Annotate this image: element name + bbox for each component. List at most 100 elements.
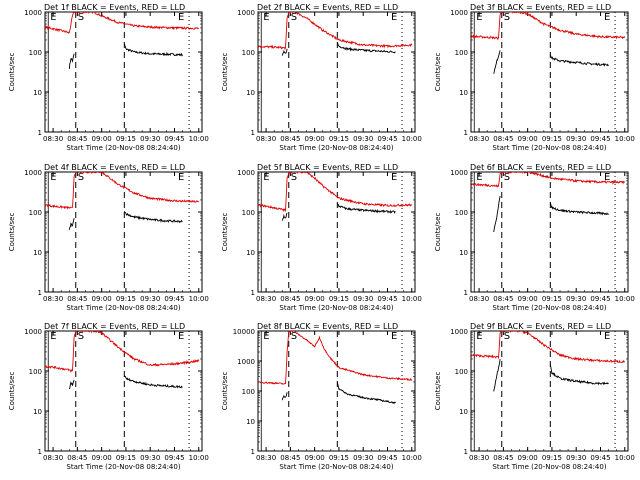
x-tick-label: 09:00 xyxy=(92,295,112,303)
x-tick-label: 08:30 xyxy=(469,295,489,303)
marker-e-end: E xyxy=(391,172,397,183)
plot-frame xyxy=(470,330,629,452)
plot-frame xyxy=(44,330,203,452)
y-tick-label: 100 xyxy=(455,368,468,376)
marker-e-start: E xyxy=(263,12,269,23)
x-tick-label: 09:15 xyxy=(116,135,136,143)
x-tick-label: 09:45 xyxy=(590,454,610,462)
y-tick-label: 10 xyxy=(459,249,468,257)
x-tick-label: 08:30 xyxy=(256,454,276,462)
x-tick-label: 09:30 xyxy=(353,454,373,462)
plot-frame xyxy=(470,171,629,293)
panel-4: Det 4f BLACK = Events, RED = LLD 1 10 100 10… xyxy=(8,163,209,312)
x-tick-label: 09:15 xyxy=(542,295,562,303)
marker-e-end: E xyxy=(391,12,397,23)
y-tick-label: 1000 xyxy=(24,9,42,17)
x-axis-label: Start Time (20-Nov-08 08:24:40) xyxy=(66,144,180,152)
panel-title: Det 6f BLACK = Events, RED = LLD xyxy=(470,163,611,172)
y-tick-label: 1000 xyxy=(24,328,42,336)
series-lld-line xyxy=(471,331,625,364)
x-tick-label: 09:00 xyxy=(92,454,112,462)
marker-s: S xyxy=(291,12,297,23)
x-axis-label: Start Time (20-Nov-08 08:24:40) xyxy=(66,304,180,312)
panel-title: Det 5f BLACK = Events, RED = LLD xyxy=(257,163,398,172)
y-tick-label: 1 xyxy=(38,448,42,456)
panel-title: Det 8f BLACK = Events, RED = LLD xyxy=(257,322,398,331)
y-tick-label: 10 xyxy=(33,249,42,257)
marker-e-start: E xyxy=(476,12,482,23)
marker-e-end: E xyxy=(604,172,610,183)
series-events-line xyxy=(281,212,288,221)
y-tick-label: 1000 xyxy=(24,169,42,177)
x-tick-label: 09:15 xyxy=(116,295,136,303)
y-tick-label: 100 xyxy=(455,209,468,217)
marker-e-start: E xyxy=(50,331,56,342)
x-tick-label: 09:00 xyxy=(305,454,325,462)
series-lld-line xyxy=(471,172,626,188)
x-tick-label: 10:00 xyxy=(615,454,635,462)
y-axis-label: Counts/sec xyxy=(221,213,229,252)
y-tick-label: 100 xyxy=(455,49,468,57)
panel-title: Det 7f BLACK = Events, RED = LLD xyxy=(44,322,185,331)
y-tick-label: 100 xyxy=(29,49,42,57)
y-tick-label: 1000 xyxy=(237,169,255,177)
marker-s: S xyxy=(504,331,510,342)
series-events-line xyxy=(549,54,609,67)
y-tick-label: 10 xyxy=(459,408,468,416)
x-tick-label: 08:30 xyxy=(469,135,489,143)
x-axis-label: Start Time (20-Nov-08 08:24:40) xyxy=(66,463,180,471)
marker-s: S xyxy=(504,172,510,183)
panel-5: Det 5f BLACK = Events, RED = LLD 1 10 100 10… xyxy=(221,163,422,312)
series-events-line xyxy=(123,211,183,224)
y-tick-label: 100 xyxy=(242,49,255,57)
series-events-line xyxy=(549,202,609,216)
x-tick-label: 10:00 xyxy=(402,135,422,143)
x-tick-label: 09:45 xyxy=(164,454,184,462)
x-tick-label: 09:30 xyxy=(353,135,373,143)
x-axis-label: Start Time (20-Nov-08 08:24:40) xyxy=(492,304,606,312)
x-tick-label: 09:15 xyxy=(116,454,136,462)
y-tick-label: 10 xyxy=(33,89,42,97)
x-tick-label: 09:00 xyxy=(518,135,538,143)
y-tick-label: 1 xyxy=(251,289,255,297)
y-tick-label: 10000 xyxy=(233,328,255,336)
marker-e-end: E xyxy=(604,12,610,23)
x-tick-label: 09:45 xyxy=(377,135,397,143)
x-tick-label: 08:45 xyxy=(67,295,87,303)
x-tick-label: 09:45 xyxy=(590,295,610,303)
marker-e-start: E xyxy=(50,12,56,23)
series-lld-line xyxy=(258,12,413,51)
x-tick-label: 10:00 xyxy=(615,295,635,303)
x-tick-label: 09:45 xyxy=(164,135,184,143)
y-axis-label: Counts/sec xyxy=(434,213,442,252)
x-tick-label: 08:30 xyxy=(43,295,63,303)
marker-s: S xyxy=(78,12,84,23)
y-tick-label: 100 xyxy=(29,368,42,376)
plot-frame xyxy=(44,11,203,133)
x-tick-label: 08:30 xyxy=(256,295,276,303)
panel-7: Det 7f BLACK = Events, RED = LLD 1 10 100 10… xyxy=(8,322,209,471)
marker-e-end: E xyxy=(178,331,184,342)
x-tick-label: 09:45 xyxy=(377,295,397,303)
x-tick-label: 10:00 xyxy=(615,135,635,143)
series-events-line xyxy=(68,53,75,69)
x-tick-label: 09:30 xyxy=(566,295,586,303)
y-tick-label: 1000 xyxy=(237,358,255,366)
series-lld-line xyxy=(45,172,200,210)
marker-e-end: E xyxy=(178,12,184,23)
panel-3: Det 3f BLACK = Events, RED = LLD 1 10 100 10… xyxy=(434,3,635,152)
x-tick-label: 09:15 xyxy=(329,295,349,303)
plot-frame xyxy=(44,171,203,293)
x-tick-label: 08:30 xyxy=(256,135,276,143)
y-tick-label: 1000 xyxy=(450,328,468,336)
y-tick-label: 1000 xyxy=(450,169,468,177)
series-events-line xyxy=(281,392,288,401)
series-events-line xyxy=(493,358,501,392)
x-tick-label: 08:45 xyxy=(67,454,87,462)
y-axis-label: Counts/sec xyxy=(434,53,442,92)
series-events-line xyxy=(336,381,396,405)
y-tick-label: 10 xyxy=(246,418,255,426)
panel-title: Det 4f BLACK = Events, RED = LLD xyxy=(44,163,185,172)
x-tick-label: 09:30 xyxy=(140,295,160,303)
y-axis-label: Counts/sec xyxy=(8,213,16,252)
